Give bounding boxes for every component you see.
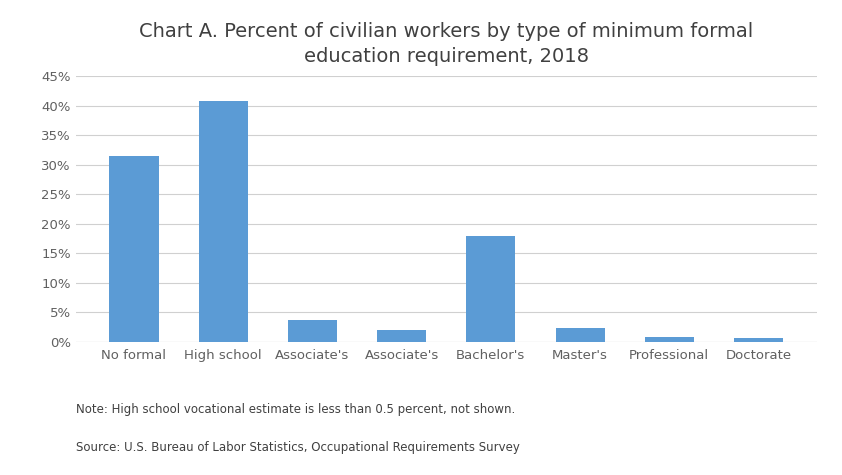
Bar xyxy=(556,328,605,342)
Text: Source: U.S. Bureau of Labor Statistics, Occupational Requirements Survey: Source: U.S. Bureau of Labor Statistics,… xyxy=(76,441,520,454)
Bar xyxy=(109,156,158,342)
Bar xyxy=(466,236,515,342)
Bar xyxy=(645,337,694,342)
Text: Note: High school vocational estimate is less than 0.5 percent, not shown.: Note: High school vocational estimate is… xyxy=(76,403,515,416)
Bar xyxy=(377,330,426,342)
Bar xyxy=(199,102,248,342)
Bar xyxy=(734,339,783,342)
Title: Chart A. Percent of civilian workers by type of minimum formal
education require: Chart A. Percent of civilian workers by … xyxy=(139,22,754,66)
Bar xyxy=(288,320,337,342)
